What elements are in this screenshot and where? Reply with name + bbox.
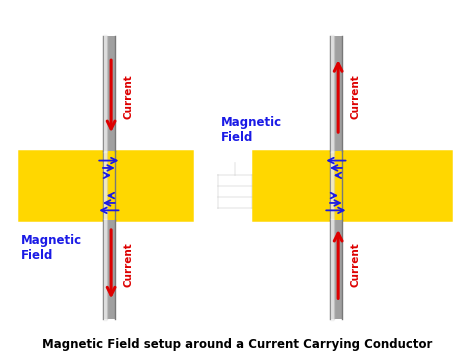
Text: Current: Current — [351, 74, 361, 119]
Bar — [329, 151, 342, 220]
Text: Current: Current — [124, 242, 134, 286]
Bar — [102, 220, 115, 319]
Bar — [19, 151, 192, 220]
Text: Current: Current — [124, 74, 134, 119]
Bar — [329, 220, 342, 319]
Bar — [253, 151, 451, 220]
Text: Magnetic Field setup around a Current Carrying Conductor: Magnetic Field setup around a Current Ca… — [42, 338, 432, 351]
Text: Magnetic
Field: Magnetic Field — [21, 234, 82, 262]
Bar — [102, 36, 115, 151]
Text: Magnetic
Field: Magnetic Field — [221, 116, 283, 144]
Bar — [102, 151, 115, 220]
Text: Current: Current — [351, 242, 361, 286]
Bar — [329, 36, 342, 151]
